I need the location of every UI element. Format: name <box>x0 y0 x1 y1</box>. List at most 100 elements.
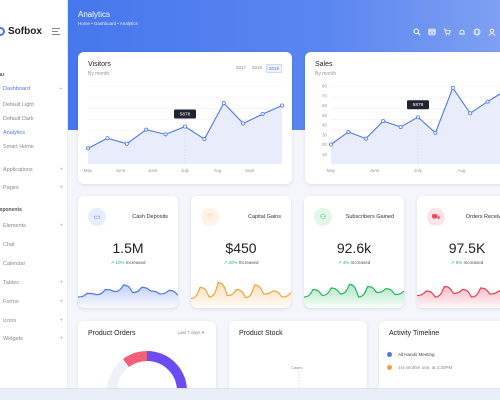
series-area <box>331 87 500 164</box>
data-point[interactable] <box>260 112 265 117</box>
y-tick-label: 30 <box>322 132 328 137</box>
timeline-item: 1st another one, at 4:30PM <box>387 365 452 370</box>
data-point[interactable] <box>398 124 403 129</box>
plus-icon: + <box>59 280 63 286</box>
data-point[interactable] <box>124 141 129 146</box>
sidebar-item-label: Elements <box>3 223 26 229</box>
stat-delta: ↗ 20% Increased <box>191 260 291 266</box>
sales-title: Sales <box>315 61 333 68</box>
stat-value: $450 <box>225 240 257 256</box>
plus-icon: + <box>59 167 63 173</box>
sidebar-sub-default-dark[interactable]: Default Dark <box>3 116 34 122</box>
tooltip-box <box>174 109 196 119</box>
data-point[interactable] <box>468 111 473 116</box>
x-tick-label: July <box>181 168 190 173</box>
chevron-down-icon: ⌄ <box>58 85 63 91</box>
sidebar-item-label: Applications <box>3 167 33 173</box>
product-stock-card: Product Stock Cases <box>229 321 367 390</box>
sidebar-item-chat[interactable]: Chat <box>3 242 67 248</box>
visitors-title: Visitors <box>88 61 111 68</box>
timeline-item: All Hands Meeting <box>387 352 435 357</box>
user-icon[interactable] <box>488 28 496 36</box>
sidebar-item-calendar[interactable]: Calendar <box>3 261 67 267</box>
sidebar-item-dashboard[interactable]: Dashboard ⌄ <box>3 85 67 92</box>
globe-icon[interactable] <box>473 28 481 36</box>
data-point[interactable] <box>381 119 386 124</box>
stat-delta: ↗ 10% Increased <box>78 260 178 266</box>
sidebar-item-elements[interactable]: Elements + <box>3 223 67 229</box>
stat-delta-percent: 4% <box>342 260 350 265</box>
stat-value: 92.6k <box>336 240 372 256</box>
sidebar-item-applications[interactable]: Applications + <box>3 167 67 173</box>
x-tick-label: June <box>370 168 380 173</box>
tooltip-label: 5878 <box>413 102 424 108</box>
stat-delta: ↗ 4% Increased <box>304 260 404 266</box>
sidebar: Sofbox nu Dashboard ⌄ Default Light Defa… <box>0 0 68 390</box>
sidebar-sub-analytics[interactable]: Analytics <box>3 130 26 136</box>
y-tick-label: 80 <box>322 84 328 89</box>
data-point[interactable] <box>85 146 90 151</box>
timeline-dot-icon <box>387 365 392 370</box>
sidebar-sub-default-light[interactable]: Default Light <box>3 102 34 108</box>
data-point[interactable] <box>433 130 438 135</box>
year-tab-2018[interactable]: 2018 <box>251 65 262 70</box>
data-point[interactable] <box>363 136 368 141</box>
data-point[interactable] <box>241 121 246 126</box>
search-icon[interactable] <box>413 28 421 36</box>
stat-delta-percent: 20% <box>228 260 238 265</box>
data-point[interactable] <box>221 101 226 106</box>
sales-chart: 1020304050607080MayJuneJulyAugSept5878 <box>322 84 500 173</box>
sales-subtitle: By month <box>315 71 337 77</box>
sidebar-item-label: Pages <box>3 185 19 191</box>
y-tick-label: 60 <box>322 103 328 108</box>
sidebar-item-forms[interactable]: Forms + <box>3 299 67 305</box>
logo[interactable]: Sofbox <box>0 26 42 37</box>
menu-toggle-icon[interactable] <box>52 28 60 35</box>
year-tab-2019[interactable]: 2019 <box>265 64 282 73</box>
sidebar-item-label: Calendar <box>3 261 26 267</box>
plus-icon: + <box>59 336 63 342</box>
data-point[interactable] <box>144 127 149 132</box>
sidebar-sub-smart-home[interactable]: Smart Home <box>3 144 34 150</box>
header-icons <box>413 28 496 36</box>
sidebar-item-tables[interactable]: Tables + <box>3 280 67 286</box>
data-point[interactable] <box>450 85 455 90</box>
breadcrumb: Home • Dashboard • Analytics <box>78 21 138 26</box>
stat-card: ▭ Cash Deposits 1.5M ↗ 10% Increased <box>78 196 178 308</box>
cart-icon[interactable] <box>443 28 451 36</box>
data-point[interactable] <box>105 136 110 141</box>
sparkline-line <box>417 285 500 298</box>
orders-donut <box>107 351 187 390</box>
visitors-chart: May June June July Aug Sept 5878 <box>84 85 284 173</box>
sparkline-line <box>191 281 291 300</box>
x-tick-label: May <box>84 168 93 173</box>
data-point[interactable] <box>328 142 333 147</box>
period-dropdown[interactable]: Last 7 days ▾ <box>177 330 204 335</box>
stat-card: ♡ Capital Gains $450 ↗ 20% Increased <box>191 196 291 308</box>
sparkline-area <box>417 286 500 308</box>
sidebar-section-components: mponents <box>0 207 22 213</box>
year-tab-2017[interactable]: 2017 <box>235 65 246 70</box>
mail-icon[interactable] <box>428 28 436 36</box>
stat-label: Subscribers Gained <box>345 214 394 220</box>
x-tick-label: Sept <box>245 168 255 173</box>
timeline-text: 1st another one, at 4:30PM <box>398 365 453 370</box>
data-point[interactable] <box>163 132 168 137</box>
users-icon: ⚇ <box>314 208 332 226</box>
plus-icon: + <box>59 318 63 324</box>
plus-icon: + <box>59 299 63 305</box>
sidebar-item-pages[interactable]: Pages + <box>3 185 67 191</box>
visitors-subtitle: By month <box>88 71 110 77</box>
data-point[interactable] <box>279 103 284 108</box>
plus-icon: + <box>59 223 63 229</box>
data-point[interactable] <box>485 99 490 104</box>
data-point[interactable] <box>346 129 351 134</box>
product-stock-title: Product Stock <box>239 330 283 337</box>
sidebar-item-icons[interactable]: Icons + <box>3 318 67 324</box>
data-point[interactable] <box>202 137 207 142</box>
sidebar-item-widgets[interactable]: Widgets + <box>3 336 67 342</box>
x-tick-label: June <box>148 168 158 173</box>
stat-label: Cash Deposits <box>132 214 168 220</box>
bell-icon[interactable] <box>458 28 466 36</box>
x-tick-label: Aug <box>213 168 222 173</box>
